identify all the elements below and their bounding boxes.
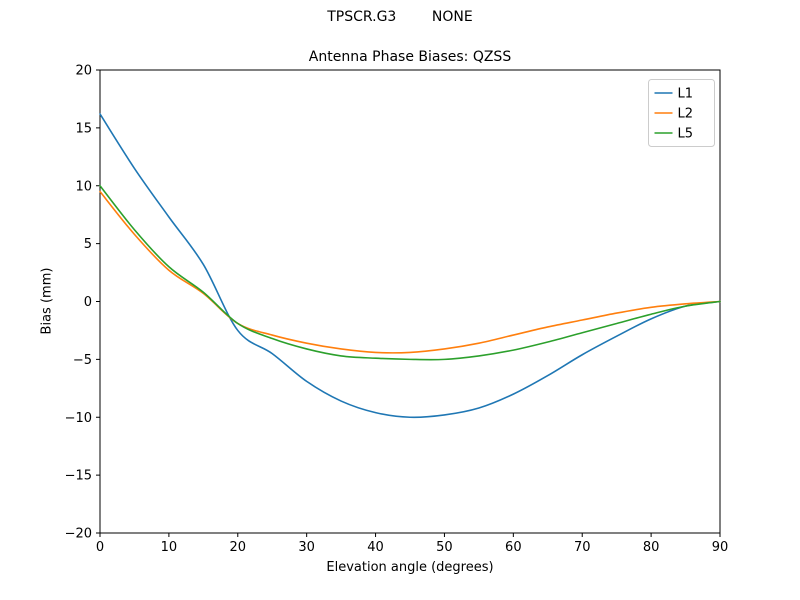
y-tick-label: 10 (75, 179, 92, 194)
axes-frame (99, 69, 721, 534)
x-tick-label: 90 (712, 540, 729, 555)
legend-box (648, 79, 715, 147)
y-tick-label: −5 (73, 353, 92, 368)
x-axis-label: Elevation angle (degrees) (326, 560, 494, 575)
y-tick-label: 0 (84, 295, 92, 310)
y-tick-label: −20 (65, 527, 92, 542)
x-tick-label: 60 (505, 540, 522, 555)
series-line-L1 (99, 113, 721, 419)
legend-label-L1: L1 (678, 87, 694, 102)
figure-suptitle: TPSCR.G3 NONE (327, 9, 473, 25)
x-tick-label: 10 (161, 540, 178, 555)
legend-label-L2: L2 (678, 107, 694, 122)
y-tick-label: −10 (65, 411, 92, 426)
x-tick-label: 0 (96, 540, 104, 555)
x-tick-label: 80 (643, 540, 660, 555)
y-tick-label: 5 (84, 237, 92, 252)
series-line-L5 (99, 184, 721, 361)
legend-label-L5: L5 (678, 127, 694, 142)
x-tick-label: 30 (298, 540, 315, 555)
chart-title: Antenna Phase Biases: QZSS (308, 49, 512, 65)
y-tick-label: −15 (65, 469, 92, 484)
x-tick-label: 70 (574, 540, 591, 555)
y-tick-label: 15 (75, 121, 92, 136)
x-tick-label: 50 (436, 540, 453, 555)
series-line-L2 (99, 190, 721, 354)
x-tick-label: 20 (230, 540, 247, 555)
y-tick-label: 20 (75, 64, 92, 79)
x-tick-label: 40 (367, 540, 384, 555)
